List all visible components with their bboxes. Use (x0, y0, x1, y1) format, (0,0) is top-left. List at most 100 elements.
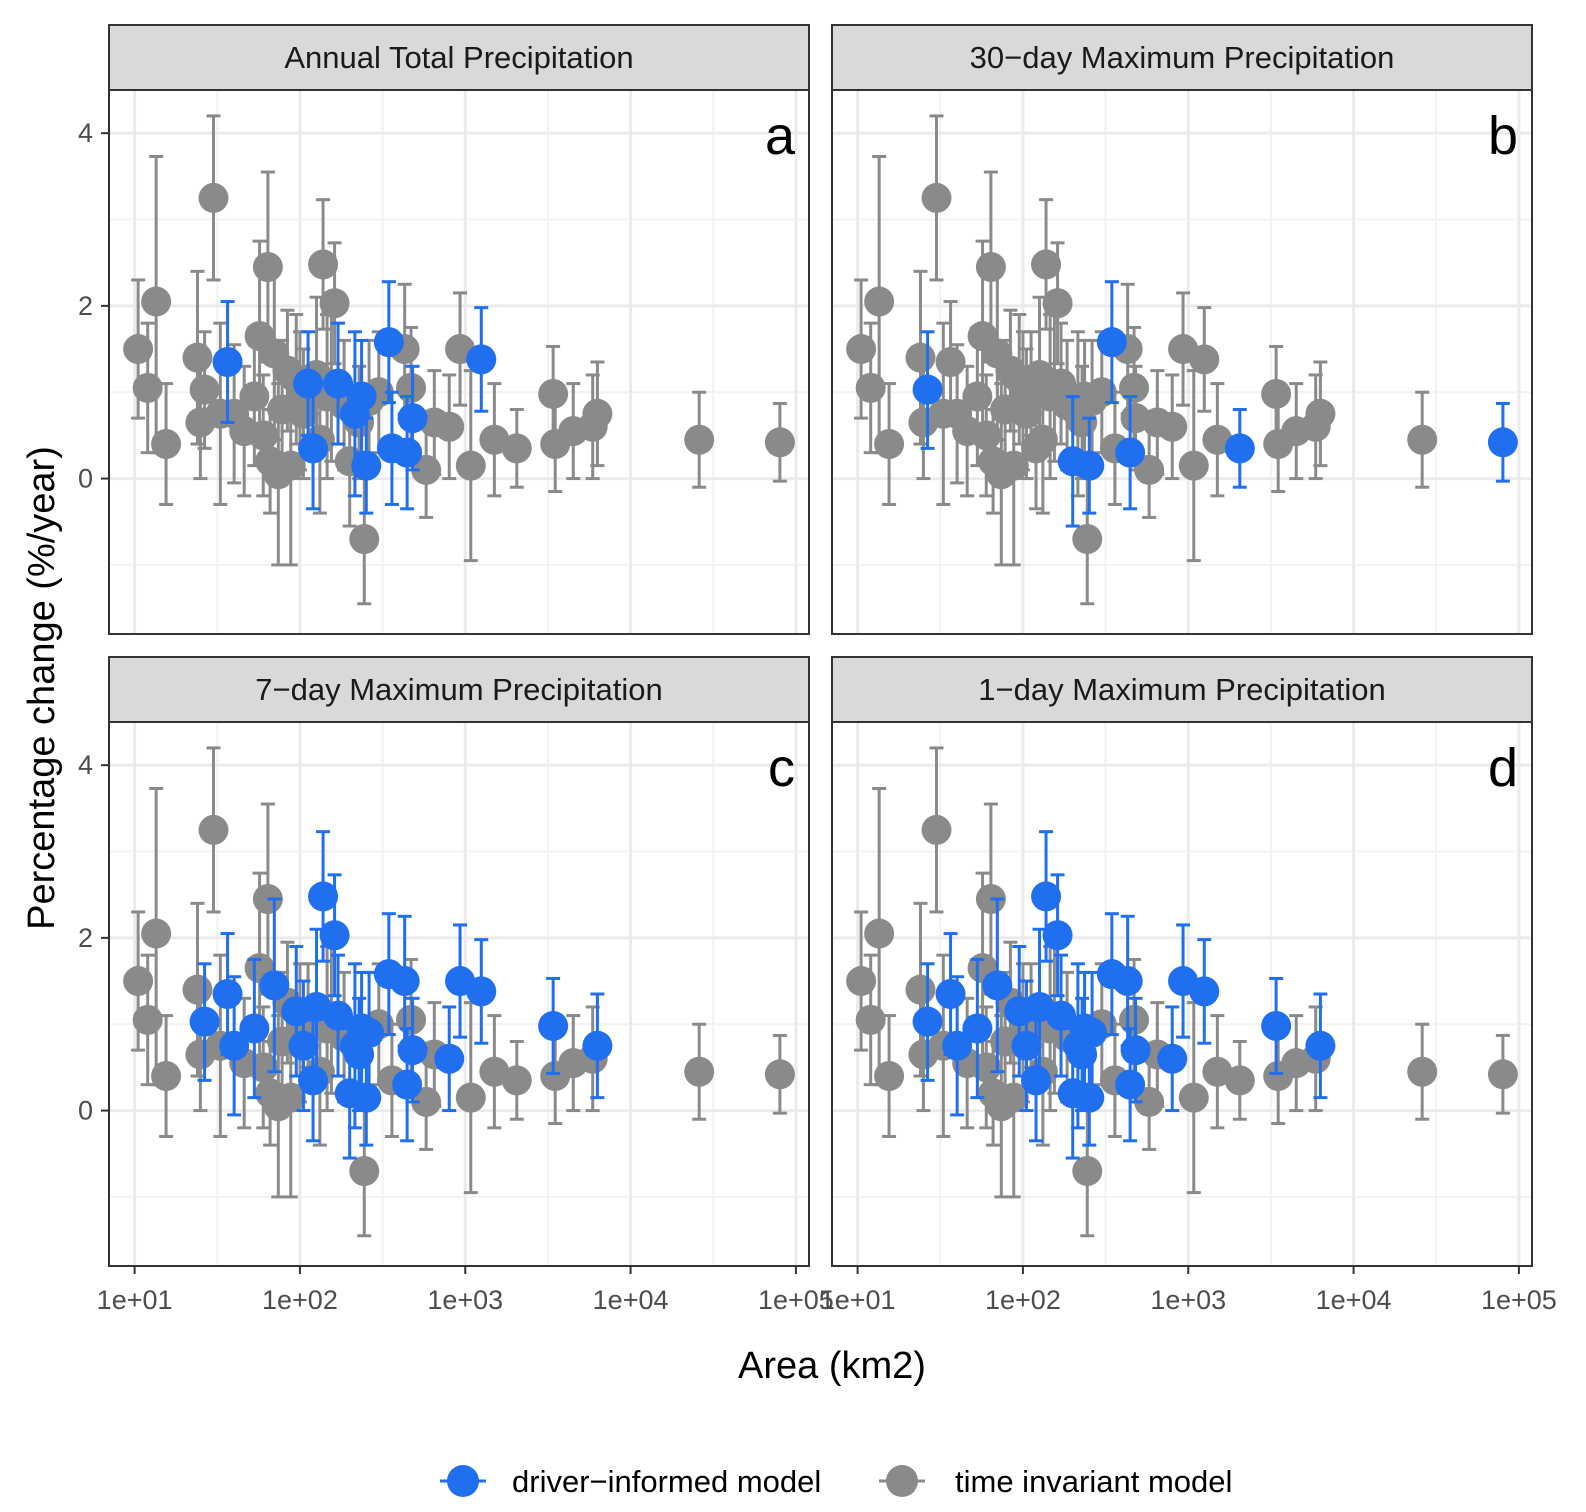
point-driver (1224, 433, 1255, 464)
point-driver (392, 1069, 423, 1100)
point-driver (935, 979, 966, 1009)
point-invariant (846, 966, 877, 997)
point-invariant (1119, 1004, 1150, 1035)
x-tick-label: 1e+01 (820, 1285, 896, 1315)
point-invariant (962, 381, 993, 412)
point-invariant (1224, 1065, 1255, 1096)
point-driver (466, 976, 497, 1007)
point-driver (212, 979, 243, 1009)
point-invariant (275, 1082, 306, 1113)
panel-label: d (1488, 738, 1518, 798)
point-driver (1157, 1043, 1188, 1074)
point-invariant (132, 372, 163, 403)
x-tick-label: 1e+02 (262, 1285, 338, 1315)
point-driver (466, 344, 497, 375)
point-driver (982, 970, 1013, 1001)
y-tick-label: 0 (78, 464, 93, 494)
panel-border (831, 89, 1533, 635)
point-invariant (123, 334, 154, 365)
y-tick-label: 4 (78, 750, 93, 780)
point-invariant (151, 429, 182, 460)
x-tick-label: 1e+03 (427, 1285, 503, 1315)
point-driver (1031, 881, 1062, 912)
point-driver (1487, 427, 1518, 458)
panel-label: b (1488, 106, 1518, 166)
point-invariant (905, 974, 936, 1005)
point-driver (1077, 1017, 1108, 1048)
point-invariant (1042, 288, 1073, 319)
point-invariant (1305, 398, 1336, 429)
x-tick-label: 1e+05 (1481, 1285, 1557, 1315)
point-driver (912, 1006, 943, 1037)
point-driver (1074, 450, 1105, 481)
point-driver (962, 1013, 993, 1044)
legend-key-point-invariant (886, 1465, 918, 1497)
point-invariant (905, 342, 936, 373)
legend-label-driver: driver−informed model (512, 1464, 821, 1499)
point-invariant (764, 427, 795, 458)
point-invariant (1178, 1082, 1209, 1113)
point-driver (538, 1010, 569, 1041)
point-invariant (455, 1082, 486, 1113)
point-driver (319, 920, 350, 951)
point-driver (389, 966, 420, 997)
point-driver (219, 1030, 250, 1061)
point-invariant (501, 433, 532, 464)
point-driver (1112, 966, 1143, 997)
facet-title: 7−day Maximum Precipitation (255, 672, 662, 707)
point-driver (1011, 1030, 1042, 1061)
point-driver (1189, 976, 1220, 1007)
point-invariant (998, 1082, 1029, 1113)
point-driver (1261, 1010, 1292, 1041)
panels: Annual Total Precipitation a 30−day Maximu… (108, 24, 1533, 1267)
x-tick-label: 1e+04 (593, 1285, 669, 1315)
point-invariant (1072, 1156, 1103, 1187)
point-driver (298, 433, 329, 464)
point-invariant (1031, 249, 1062, 280)
point-driver (298, 1065, 329, 1096)
point-invariant (132, 1004, 163, 1035)
point-invariant (455, 450, 486, 481)
point-invariant (1261, 378, 1292, 409)
facet-strip (108, 656, 810, 723)
facet-title: 30−day Maximum Precipitation (970, 40, 1395, 75)
point-invariant (308, 249, 339, 280)
panel-label: a (765, 106, 796, 166)
point-driver (397, 1035, 428, 1066)
y-tick-label: 2 (78, 291, 93, 321)
point-invariant (921, 814, 952, 845)
point-invariant (1157, 411, 1188, 442)
point-invariant (501, 1065, 532, 1096)
y-axis-ticks: 0 2 4 0 2 4 (78, 118, 109, 1126)
facet-strip (108, 24, 810, 91)
point-invariant (874, 429, 905, 460)
point-invariant (1407, 1056, 1438, 1087)
point-invariant (189, 374, 220, 405)
point-invariant (864, 286, 895, 317)
point-driver (1115, 1069, 1146, 1100)
panel-d: 1−day Maximum Precipitation d (831, 656, 1533, 1267)
x-tick-label: 1e+02 (985, 1285, 1061, 1315)
point-driver (912, 374, 943, 405)
x-tick-label: 1e+05 (758, 1285, 834, 1315)
y-tick-label: 4 (78, 118, 93, 148)
point-driver (1120, 1035, 1151, 1066)
facet-strip (831, 656, 1533, 723)
point-driver (351, 450, 382, 481)
point-invariant (1178, 450, 1209, 481)
point-invariant (349, 1156, 380, 1187)
legend: driver−informed model time invariant mod… (440, 1464, 1232, 1499)
panel-border (831, 721, 1533, 1267)
point-invariant (349, 524, 380, 555)
panel-b: 30−day Maximum Precipitation b (831, 24, 1533, 635)
point-invariant (1407, 424, 1438, 455)
panel-c: 7−day Maximum Precipitation c (108, 656, 810, 1267)
point-driver (373, 327, 404, 358)
point-driver (293, 368, 324, 399)
point-driver (323, 368, 354, 399)
panel-a: Annual Total Precipitation a (108, 24, 810, 635)
point-driver (308, 881, 339, 912)
x-tick-label: 1e+01 (97, 1285, 173, 1315)
